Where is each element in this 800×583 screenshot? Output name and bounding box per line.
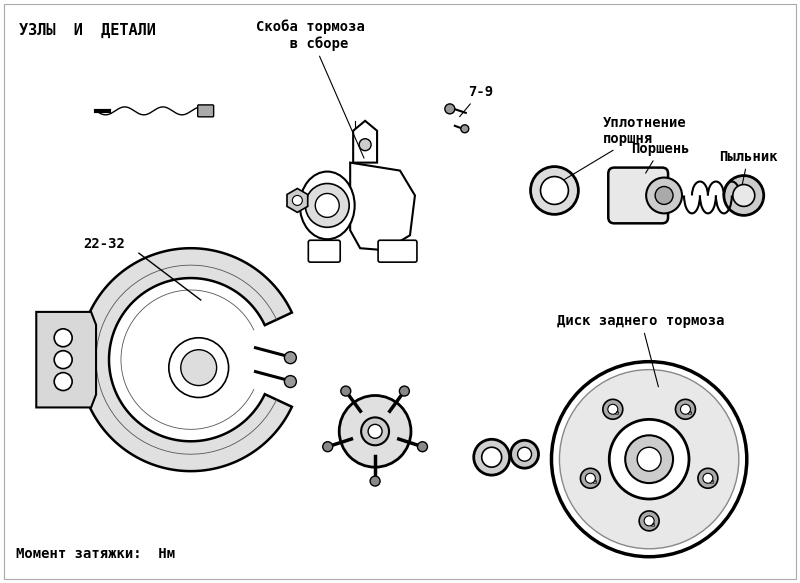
Circle shape	[315, 194, 339, 217]
Circle shape	[370, 476, 380, 486]
Circle shape	[626, 436, 673, 483]
Circle shape	[530, 167, 578, 215]
Text: Пыльник: Пыльник	[719, 150, 778, 198]
Circle shape	[646, 178, 682, 213]
Circle shape	[461, 125, 469, 133]
Text: Момент затяжки:  Нм: Момент затяжки: Нм	[16, 547, 175, 561]
Ellipse shape	[300, 171, 354, 239]
Text: a: a	[710, 479, 714, 485]
Circle shape	[608, 404, 618, 415]
Text: a: a	[687, 410, 691, 416]
Circle shape	[399, 386, 410, 396]
Circle shape	[54, 329, 72, 347]
Text: 7-9: 7-9	[459, 85, 493, 117]
Circle shape	[322, 442, 333, 452]
Circle shape	[306, 184, 349, 227]
Polygon shape	[350, 163, 415, 250]
Circle shape	[341, 386, 350, 396]
Circle shape	[733, 184, 754, 206]
Circle shape	[285, 352, 296, 364]
Circle shape	[368, 424, 382, 438]
Text: 22-32: 22-32	[83, 237, 125, 251]
Circle shape	[698, 468, 718, 488]
Circle shape	[681, 404, 690, 415]
Circle shape	[586, 473, 595, 483]
Circle shape	[675, 399, 695, 419]
Circle shape	[541, 177, 569, 205]
Circle shape	[339, 395, 411, 467]
Circle shape	[445, 104, 455, 114]
Text: a: a	[651, 522, 655, 528]
Circle shape	[359, 139, 371, 150]
Circle shape	[551, 361, 746, 557]
Circle shape	[292, 195, 302, 205]
FancyBboxPatch shape	[198, 105, 214, 117]
Circle shape	[169, 338, 229, 398]
FancyBboxPatch shape	[608, 167, 668, 223]
Circle shape	[361, 417, 389, 445]
Circle shape	[644, 516, 654, 526]
Circle shape	[518, 447, 531, 461]
FancyBboxPatch shape	[308, 240, 340, 262]
Circle shape	[181, 350, 217, 385]
Circle shape	[54, 373, 72, 391]
Text: a: a	[592, 479, 597, 485]
Circle shape	[639, 511, 659, 531]
Circle shape	[559, 370, 739, 549]
Polygon shape	[287, 188, 308, 212]
Text: УЗЛЫ  И  ДЕТАЛИ: УЗЛЫ И ДЕТАЛИ	[19, 23, 156, 38]
Text: Диск заднего тормоза: Диск заднего тормоза	[558, 314, 725, 387]
Circle shape	[655, 187, 673, 205]
Circle shape	[603, 399, 622, 419]
Polygon shape	[353, 121, 377, 163]
Text: Скоба тормоза
  в сборе: Скоба тормоза в сборе	[256, 19, 365, 158]
Circle shape	[724, 175, 764, 215]
Circle shape	[474, 440, 510, 475]
Circle shape	[54, 351, 72, 368]
Text: a: a	[614, 410, 619, 416]
Polygon shape	[79, 248, 292, 471]
Circle shape	[637, 447, 661, 471]
Circle shape	[581, 468, 600, 488]
Circle shape	[703, 473, 713, 483]
Circle shape	[285, 375, 296, 388]
Text: Уплотнение
поршня: Уплотнение поршня	[562, 116, 687, 181]
Circle shape	[610, 419, 689, 499]
Text: Поршень: Поршень	[631, 142, 690, 173]
FancyBboxPatch shape	[378, 240, 417, 262]
Polygon shape	[36, 312, 96, 408]
Circle shape	[510, 440, 538, 468]
Circle shape	[418, 442, 427, 452]
Circle shape	[482, 447, 502, 467]
